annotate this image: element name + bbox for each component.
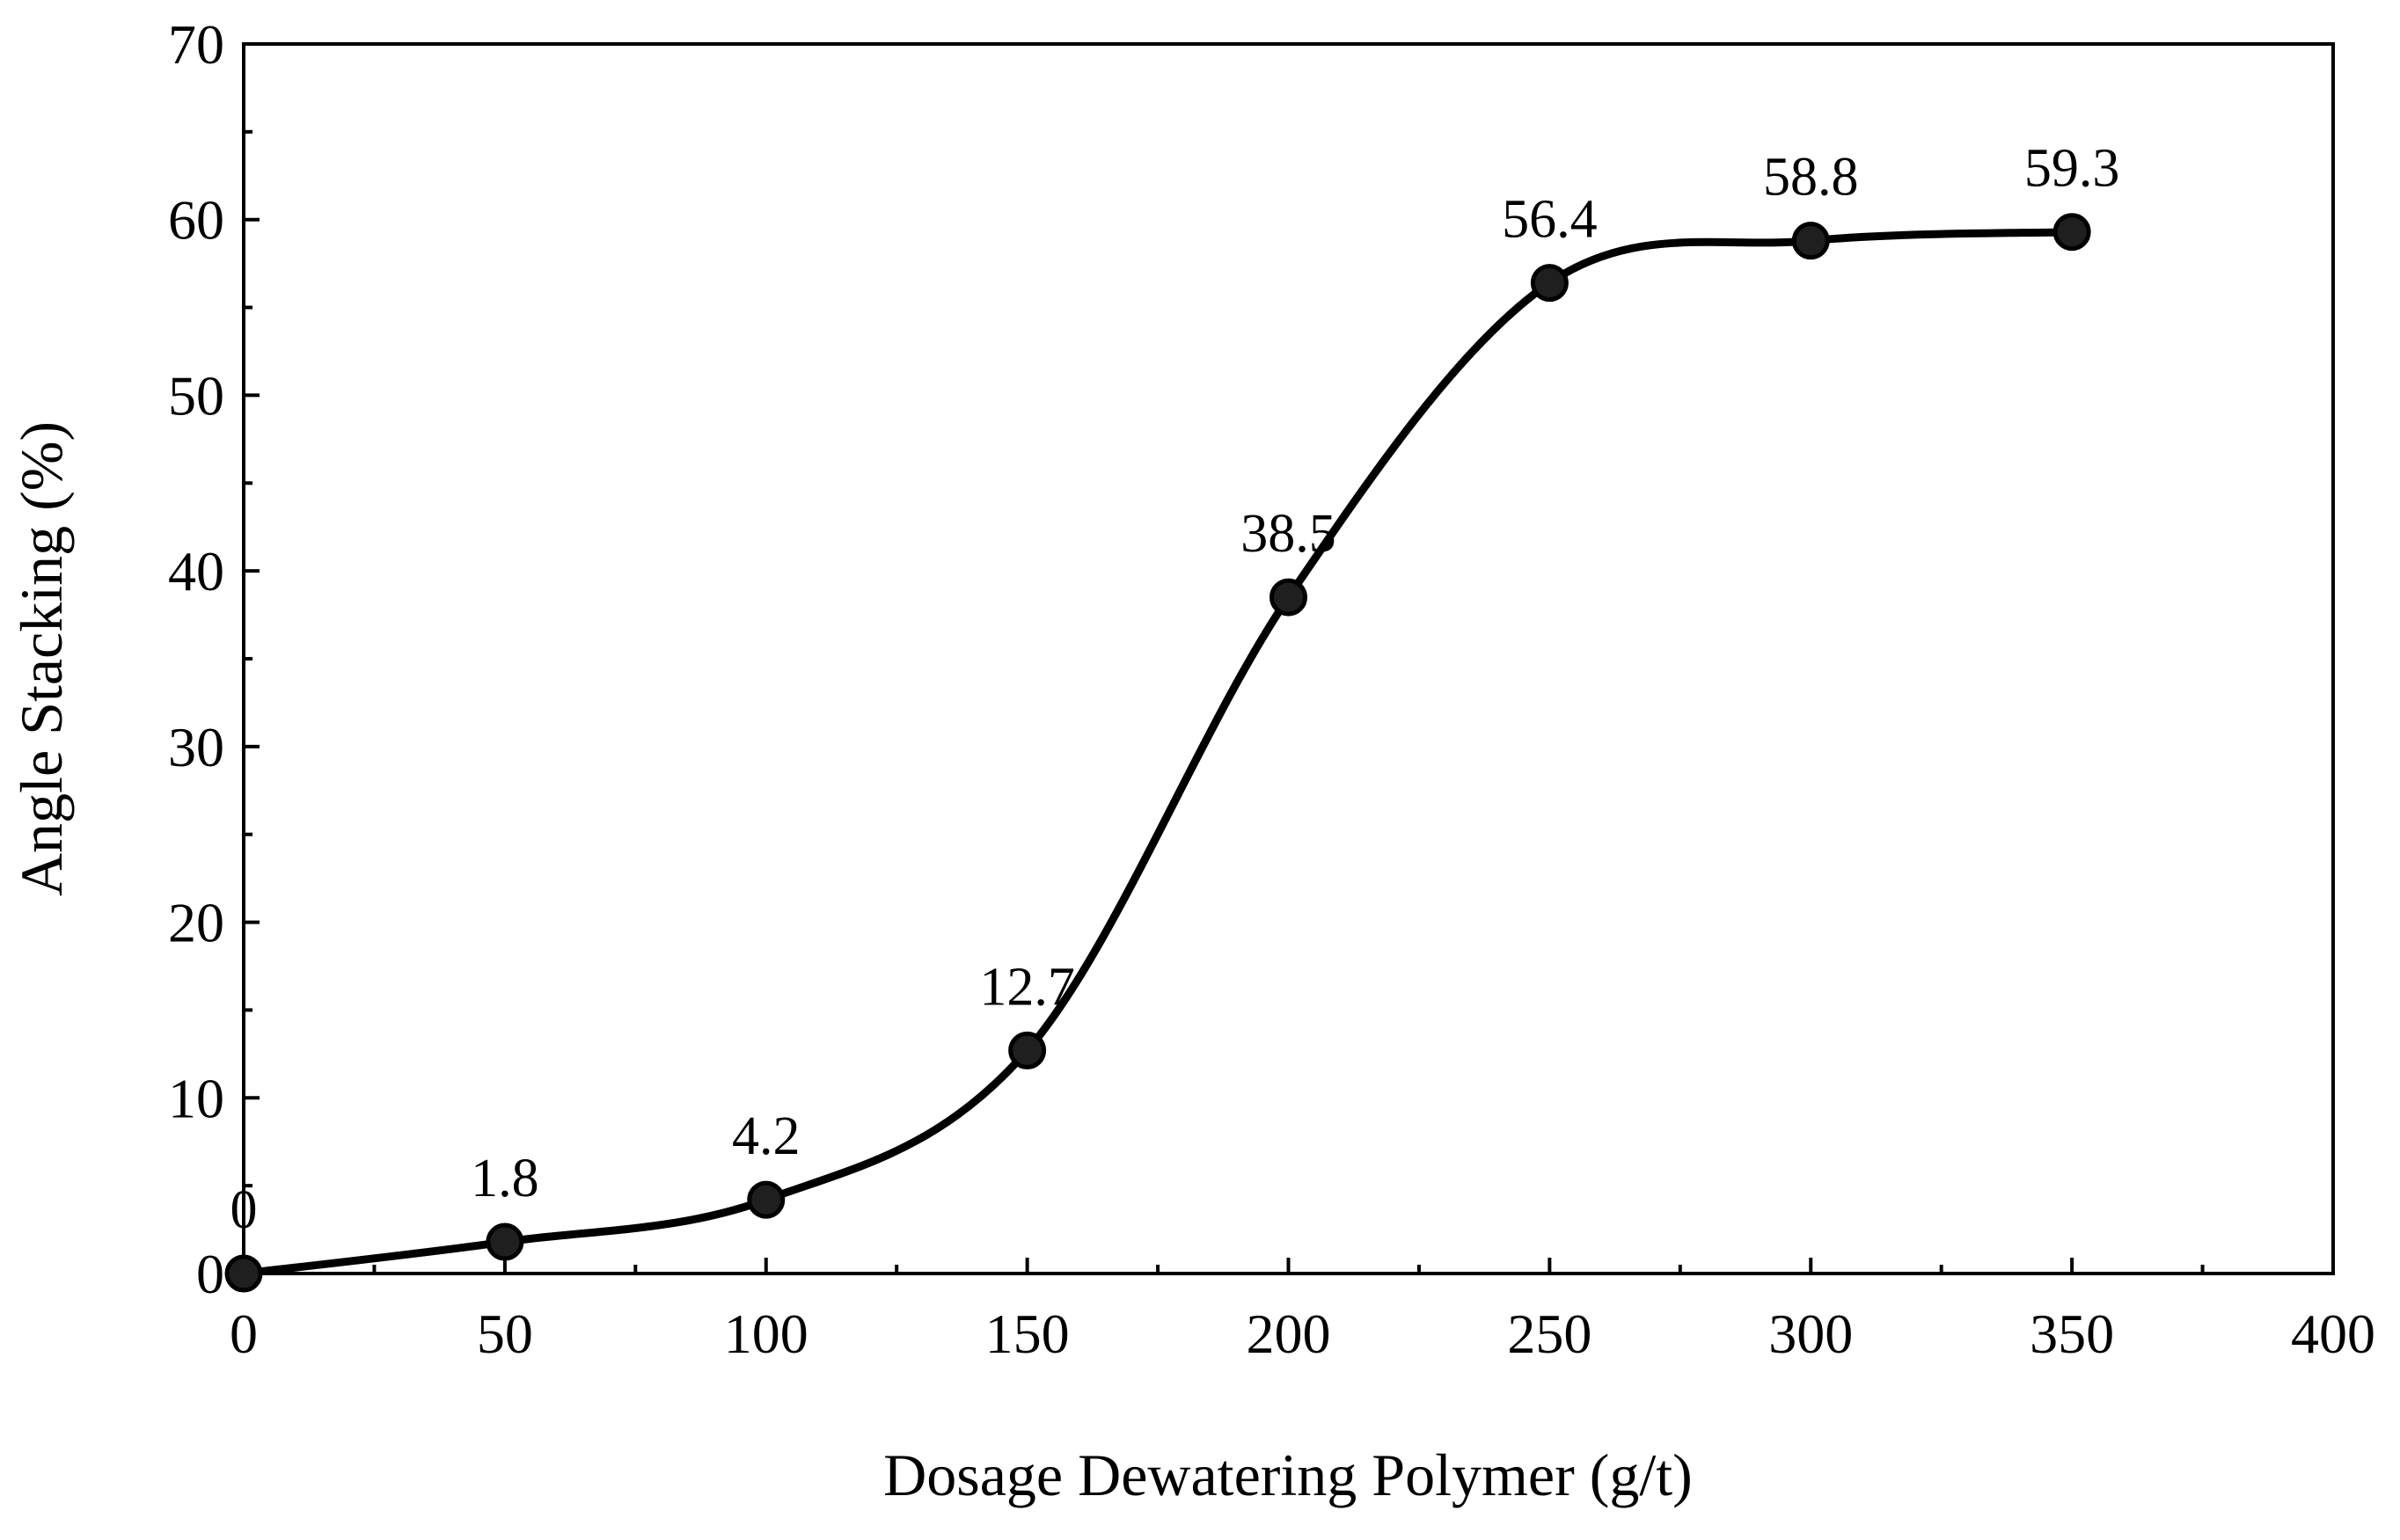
y-tick-label: 70 (168, 13, 224, 76)
data-label: 59.3 (2024, 139, 2120, 199)
x-tick-label: 200 (1247, 1303, 1331, 1365)
data-point (2052, 213, 2091, 252)
x-axis-ticks (242, 1258, 2335, 1274)
x-tick-label: 300 (1768, 1303, 1853, 1365)
y-tick-label: 50 (168, 364, 224, 427)
x-tick-label: 0 (230, 1303, 258, 1365)
plot-area-frame (242, 42, 2335, 1275)
x-tick-label: 250 (1507, 1303, 1591, 1365)
y-axis-title: Angle Stacking (%) (8, 421, 75, 896)
data-label: 0 (230, 1180, 258, 1240)
data-point (224, 1254, 263, 1293)
data-label: 12.7 (979, 957, 1075, 1017)
y-axis-tick-labels: 0 10 20 30 40 50 60 70 (168, 13, 224, 1305)
data-label: 38.5 (1240, 504, 1336, 564)
data-markers (224, 213, 2091, 1293)
data-point (747, 1180, 786, 1219)
data-label: 1.8 (471, 1149, 539, 1208)
x-tick-label: 150 (985, 1303, 1070, 1365)
y-tick-label: 20 (168, 892, 224, 954)
data-point (1791, 222, 1830, 260)
x-axis-tick-labels: 0 50 100 150 200 250 300 350 400 (230, 1303, 2375, 1365)
y-tick-label: 0 (196, 1243, 224, 1305)
x-tick-label: 50 (477, 1303, 533, 1365)
x-tick-label: 100 (724, 1303, 809, 1365)
y-tick-label: 60 (168, 189, 224, 252)
data-labels: 0 1.8 4.2 12.7 38.5 56.4 58.8 59.3 (230, 139, 2120, 1240)
data-label: 58.8 (1763, 148, 1859, 208)
data-label: 4.2 (732, 1106, 801, 1166)
data-label: 56.4 (1502, 190, 1598, 250)
data-point (1270, 578, 1307, 617)
series-line (239, 228, 2076, 1278)
x-tick-label: 400 (2291, 1303, 2375, 1365)
data-point (1008, 1031, 1047, 1069)
y-tick-label: 30 (168, 716, 224, 778)
y-tick-label: 40 (168, 540, 224, 602)
x-axis-title: Dosage Dewatering Polymer (g/t) (883, 1441, 1693, 1508)
y-axis-ticks (244, 42, 260, 1275)
y-tick-label: 10 (168, 1067, 224, 1129)
x-tick-label: 350 (2030, 1303, 2114, 1365)
data-point (486, 1223, 524, 1261)
data-point (1530, 264, 1569, 303)
